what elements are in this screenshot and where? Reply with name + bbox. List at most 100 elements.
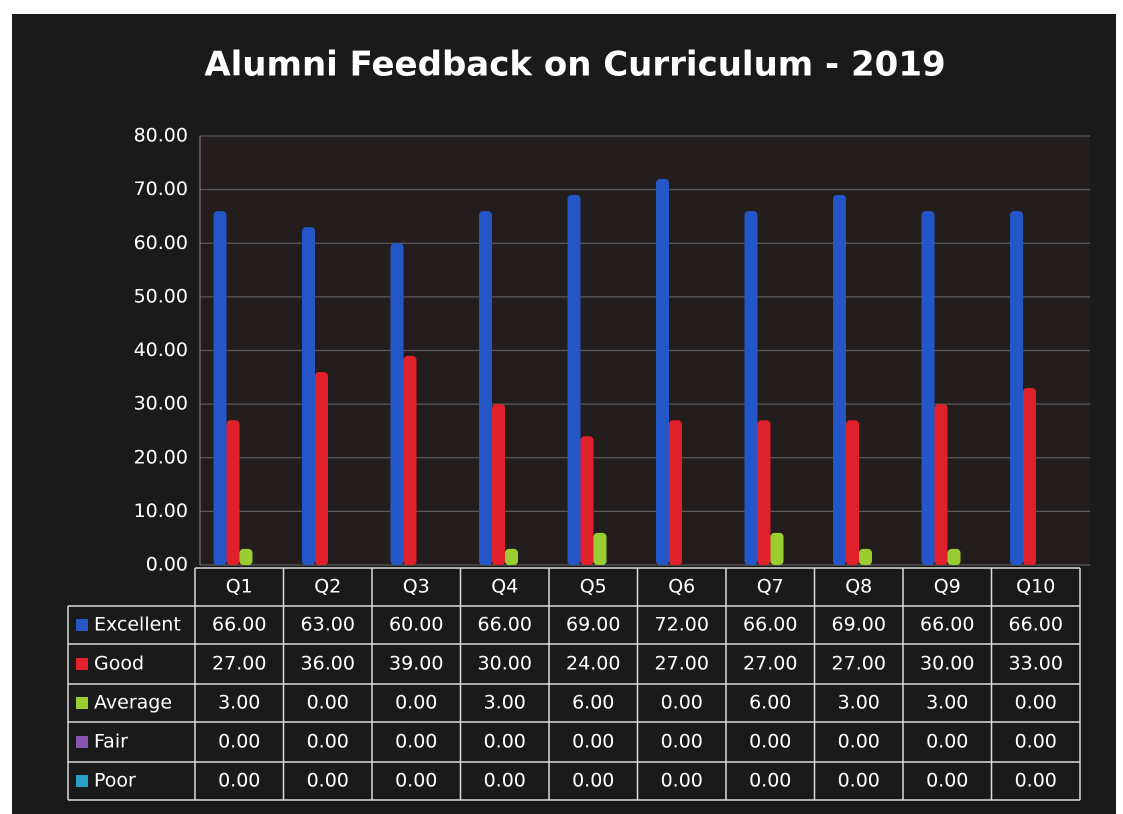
table-cell: 72.00 [655,614,709,636]
table-cell: 0.00 [218,770,260,792]
x-tick-label: Q9 [934,576,961,598]
bar [315,371,328,565]
table-cell: 66.00 [1009,614,1063,636]
y-tick-label: 70.00 [134,178,188,200]
table-cell: 0.00 [395,692,437,714]
legend-swatch [76,658,88,670]
bar [1023,388,1036,565]
y-tick-label: 60.00 [134,232,188,254]
table-cell: 66.00 [743,614,797,636]
table-cell: 3.00 [218,692,260,714]
table-cell: 0.00 [1015,770,1057,792]
table-cell: 0.00 [572,731,614,753]
bar [833,194,846,566]
y-tick-label: 50.00 [134,285,188,307]
legend-swatch [76,619,88,631]
table-cell: 36.00 [301,653,355,675]
table-cell: 60.00 [389,614,443,636]
bar [859,548,872,565]
table-cell: 24.00 [566,653,620,675]
table-cell: 0.00 [926,770,968,792]
table-cell: 0.00 [838,731,880,753]
table-cell: 66.00 [212,614,266,636]
bar [403,355,417,565]
legend-swatch [76,697,88,709]
bar [757,420,771,565]
bar [744,211,758,565]
bar [213,211,227,565]
bar [846,420,859,565]
table-cell: 0.00 [749,770,791,792]
x-tick-label: Q1 [226,576,253,598]
table-cell: 3.00 [926,692,968,714]
table-cell: 0.00 [307,770,349,792]
table-cell: 0.00 [307,692,349,714]
y-tick-label: 80.00 [134,125,188,147]
bar [921,211,935,565]
bar [505,548,518,565]
table-cell: 66.00 [920,614,974,636]
bar [239,548,253,565]
y-tick-label: 10.00 [134,500,188,522]
table-cell: 0.00 [661,692,703,714]
legend-label: Good [94,653,144,675]
bar [656,178,669,565]
table-cell: 0.00 [661,731,703,753]
table-cell: 27.00 [212,653,266,675]
table-cell: 39.00 [389,653,443,675]
table-cell: 0.00 [1015,731,1057,753]
legend-label: Poor [94,770,136,792]
y-tick-label: 40.00 [134,339,188,361]
table-cell: 0.00 [218,731,260,753]
table-cell: 33.00 [1009,653,1063,675]
table-cell: 27.00 [832,653,886,675]
legend-label: Average [94,692,172,714]
table-cell: 69.00 [566,614,620,636]
table-cell: 0.00 [572,770,614,792]
table-cell: 0.00 [1015,692,1057,714]
y-tick-label: 0.00 [146,554,188,576]
table-cell: 0.00 [395,770,437,792]
table-cell: 0.00 [484,731,526,753]
chart-title: Alumni Feedback on Curriculum - 2019 [204,45,945,85]
legend-label: Excellent [94,614,181,636]
table-cell: 0.00 [749,731,791,753]
bar [492,404,505,565]
y-tick-label: 20.00 [134,446,188,468]
table-cell: 27.00 [655,653,709,675]
x-tick-label: Q5 [580,576,607,598]
bar [669,420,682,565]
legend-swatch [76,775,88,787]
bar [770,532,784,565]
x-tick-label: Q10 [1016,576,1055,598]
table-cell: 0.00 [838,770,880,792]
bar [593,532,607,565]
table-cell: 6.00 [749,692,791,714]
x-tick-label: Q4 [491,576,518,598]
x-tick-label: Q6 [668,576,695,598]
table-cell: 0.00 [661,770,703,792]
bar [580,436,594,565]
table-cell: 0.00 [307,731,349,753]
bar [567,194,581,566]
table-cell: 6.00 [572,692,614,714]
table-cell: 30.00 [920,653,974,675]
table-cell: 0.00 [395,731,437,753]
bar [1010,211,1023,565]
x-tick-label: Q7 [757,576,784,598]
table-cell: 66.00 [478,614,532,636]
bar [934,404,948,565]
table-cell: 0.00 [484,770,526,792]
y-tick-label: 30.00 [134,393,188,415]
table-cell: 69.00 [832,614,886,636]
table-cell: 3.00 [838,692,880,714]
x-tick-label: Q3 [403,576,430,598]
table-cell: 27.00 [743,653,797,675]
bar [479,211,492,565]
table-cell: 0.00 [926,731,968,753]
table-cell: 30.00 [478,653,532,675]
bar [947,548,961,565]
x-tick-label: Q8 [845,576,872,598]
bar [226,420,240,565]
